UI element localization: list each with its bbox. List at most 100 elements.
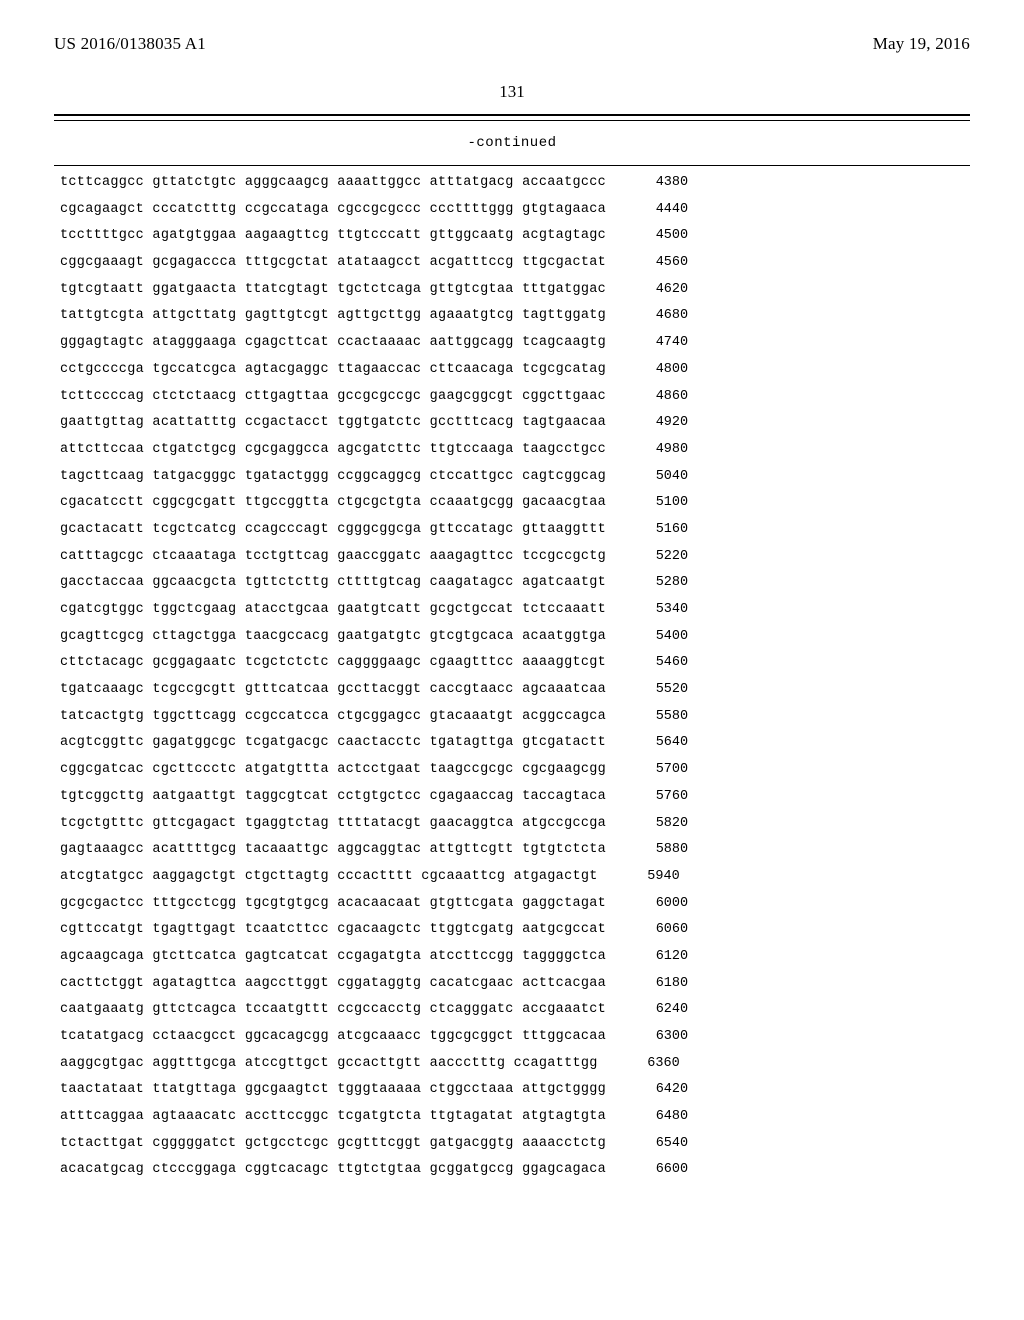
sequence-position: 6420 <box>624 1083 688 1097</box>
sequence-text: gcagttcgcg cttagctgga taacgccacg gaatgat… <box>60 630 606 644</box>
sequence-row: gcgcgactcc tttgcctcgg tgcgtgtgcg acacaac… <box>60 897 970 911</box>
sequence-row: tagcttcaag tatgacgggc tgatactggg ccggcag… <box>60 470 970 484</box>
sequence-row: attcttccaa ctgatctgcg cgcgaggcca agcgatc… <box>60 443 970 457</box>
sequence-position: 4980 <box>624 443 688 457</box>
sequence-row: cgatcgtggc tggctcgaag atacctgcaa gaatgtc… <box>60 603 970 617</box>
sequence-text: aaggcgtgac aggtttgcga atccgttgct gccactt… <box>60 1057 598 1071</box>
sequence-row: gcactacatt tcgctcatcg ccagcccagt cgggcgg… <box>60 523 970 537</box>
sequence-text: tccttttgcc agatgtggaa aagaagttcg ttgtccc… <box>60 229 606 243</box>
sequence-position: 4920 <box>624 416 688 430</box>
sequence-position: 6600 <box>624 1163 688 1177</box>
publication-date: May 19, 2016 <box>873 34 970 54</box>
sequence-position: 6360 <box>616 1057 680 1071</box>
sequence-position: 5160 <box>624 523 688 537</box>
sequence-row: caatgaaatg gttctcagca tccaatgttt ccgccac… <box>60 1003 970 1017</box>
page-header: US 2016/0138035 A1 May 19, 2016 <box>54 34 970 54</box>
sequence-row: tctacttgat cgggggatct gctgcctcgc gcgtttc… <box>60 1137 970 1151</box>
sequence-row: cggcgaaagt gcgagaccca tttgcgctat atataag… <box>60 256 970 270</box>
sequence-position: 5460 <box>624 656 688 670</box>
sequence-position: 4560 <box>624 256 688 270</box>
sequence-row: gacctaccaa ggcaacgcta tgttctcttg cttttgt… <box>60 576 970 590</box>
sequence-text: tctacttgat cgggggatct gctgcctcgc gcgtttc… <box>60 1137 606 1151</box>
sequence-text: tattgtcgta attgcttatg gagttgtcgt agttgct… <box>60 309 606 323</box>
page-number: 131 <box>54 82 970 102</box>
sequence-row: gggagtagtc atagggaaga cgagcttcat ccactaa… <box>60 336 970 350</box>
continued-label: -continued <box>54 135 970 151</box>
sequence-text: gcgcgactcc tttgcctcgg tgcgtgtgcg acacaac… <box>60 897 606 911</box>
sequence-row: aaggcgtgac aggtttgcga atccgttgct gccactt… <box>60 1057 970 1071</box>
sequence-text: gaattgttag acattatttg ccgactacct tggtgat… <box>60 416 606 430</box>
sequence-row: cgttccatgt tgagttgagt tcaatcttcc cgacaag… <box>60 923 970 937</box>
sequence-row: cctgccccga tgccatcgca agtacgaggc ttagaac… <box>60 363 970 377</box>
sequence-position: 6240 <box>624 1003 688 1017</box>
sequence-text: atttcaggaa agtaaacatc accttccggc tcgatgt… <box>60 1110 606 1124</box>
sequence-text: cgcagaagct cccatctttg ccgccataga cgccgcg… <box>60 203 606 217</box>
sequence-position: 6540 <box>624 1137 688 1151</box>
sequence-row: taactataat ttatgttaga ggcgaagtct tgggtaa… <box>60 1083 970 1097</box>
sequence-position: 4860 <box>624 390 688 404</box>
sequence-position: 6180 <box>624 977 688 991</box>
sequence-text: acgtcggttc gagatggcgc tcgatgacgc caactac… <box>60 736 606 750</box>
sequence-row: tattgtcgta attgcttatg gagttgtcgt agttgct… <box>60 309 970 323</box>
sequence-text: tgatcaaagc tcgccgcgtt gtttcatcaa gccttac… <box>60 683 606 697</box>
page-container: US 2016/0138035 A1 May 19, 2016 131 -con… <box>0 0 1024 1320</box>
rule-mid <box>54 165 970 166</box>
sequence-row: tccttttgcc agatgtggaa aagaagttcg ttgtccc… <box>60 229 970 243</box>
sequence-position: 4440 <box>624 203 688 217</box>
sequence-position: 5700 <box>624 763 688 777</box>
sequence-position: 6120 <box>624 950 688 964</box>
sequence-text: catttagcgc ctcaaataga tcctgttcag gaaccgg… <box>60 550 606 564</box>
sequence-text: acacatgcag ctcccggaga cggtcacagc ttgtctg… <box>60 1163 606 1177</box>
sequence-text: cgttccatgt tgagttgagt tcaatcttcc cgacaag… <box>60 923 606 937</box>
sequence-row: tcatatgacg cctaacgcct ggcacagcgg atcgcaa… <box>60 1030 970 1044</box>
sequence-row: agcaagcaga gtcttcatca gagtcatcat ccgagat… <box>60 950 970 964</box>
sequence-position: 4800 <box>624 363 688 377</box>
sequence-position: 5640 <box>624 736 688 750</box>
sequence-text: gagtaaagcc acattttgcg tacaaattgc aggcagg… <box>60 843 606 857</box>
sequence-row: gaattgttag acattatttg ccgactacct tggtgat… <box>60 416 970 430</box>
sequence-text: attcttccaa ctgatctgcg cgcgaggcca agcgatc… <box>60 443 606 457</box>
sequence-row: atcgtatgcc aaggagctgt ctgcttagtg cccactt… <box>60 870 970 884</box>
sequence-position: 5400 <box>624 630 688 644</box>
sequence-position: 5100 <box>624 496 688 510</box>
sequence-text: tcttcaggcc gttatctgtc agggcaagcg aaaattg… <box>60 176 606 190</box>
sequence-text: cgatcgtggc tggctcgaag atacctgcaa gaatgtc… <box>60 603 606 617</box>
sequence-row: tgatcaaagc tcgccgcgtt gtttcatcaa gccttac… <box>60 683 970 697</box>
sequence-position: 5040 <box>624 470 688 484</box>
sequence-position: 5820 <box>624 817 688 831</box>
sequence-text: tatcactgtg tggcttcagg ccgccatcca ctgcgga… <box>60 710 606 724</box>
sequence-text: gcactacatt tcgctcatcg ccagcccagt cgggcgg… <box>60 523 606 537</box>
sequence-position: 5340 <box>624 603 688 617</box>
sequence-row: gcagttcgcg cttagctgga taacgccacg gaatgat… <box>60 630 970 644</box>
sequence-position: 5580 <box>624 710 688 724</box>
sequence-row: acacatgcag ctcccggaga cggtcacagc ttgtctg… <box>60 1163 970 1177</box>
sequence-text: taactataat ttatgttaga ggcgaagtct tgggtaa… <box>60 1083 606 1097</box>
rule-top <box>54 114 970 121</box>
sequence-position: 6060 <box>624 923 688 937</box>
sequence-row: atttcaggaa agtaaacatc accttccggc tcgatgt… <box>60 1110 970 1124</box>
publication-id: US 2016/0138035 A1 <box>54 34 206 54</box>
sequence-text: tcgctgtttc gttcgagact tgaggtctag ttttata… <box>60 817 606 831</box>
sequence-position: 5520 <box>624 683 688 697</box>
sequence-row: cacttctggt agatagttca aagccttggt cggatag… <box>60 977 970 991</box>
sequence-position: 6480 <box>624 1110 688 1124</box>
sequence-row: cttctacagc gcggagaatc tcgctctctc cagggga… <box>60 656 970 670</box>
sequence-text: tgtcgtaatt ggatgaacta ttatcgtagt tgctctc… <box>60 283 606 297</box>
sequence-text: cctgccccga tgccatcgca agtacgaggc ttagaac… <box>60 363 606 377</box>
sequence-row: catttagcgc ctcaaataga tcctgttcag gaaccgg… <box>60 550 970 564</box>
sequence-position: 4620 <box>624 283 688 297</box>
sequence-row: tgtcggcttg aatgaattgt taggcgtcat cctgtgc… <box>60 790 970 804</box>
sequence-text: caatgaaatg gttctcagca tccaatgttt ccgccac… <box>60 1003 606 1017</box>
sequence-row: tcttcaggcc gttatctgtc agggcaagcg aaaattg… <box>60 176 970 190</box>
sequence-text: agcaagcaga gtcttcatca gagtcatcat ccgagat… <box>60 950 606 964</box>
sequence-text: tcttccccag ctctctaacg cttgagttaa gccgcgc… <box>60 390 606 404</box>
sequence-listing: tcttcaggcc gttatctgtc agggcaagcg aaaattg… <box>60 176 970 1177</box>
sequence-row: gagtaaagcc acattttgcg tacaaattgc aggcagg… <box>60 843 970 857</box>
sequence-position: 5760 <box>624 790 688 804</box>
sequence-row: tcgctgtttc gttcgagact tgaggtctag ttttata… <box>60 817 970 831</box>
sequence-text: cgacatcctt cggcgcgatt ttgccggtta ctgcgct… <box>60 496 606 510</box>
sequence-text: gggagtagtc atagggaaga cgagcttcat ccactaa… <box>60 336 606 350</box>
sequence-text: cacttctggt agatagttca aagccttggt cggatag… <box>60 977 606 991</box>
sequence-row: tgtcgtaatt ggatgaacta ttatcgtagt tgctctc… <box>60 283 970 297</box>
sequence-position: 5220 <box>624 550 688 564</box>
